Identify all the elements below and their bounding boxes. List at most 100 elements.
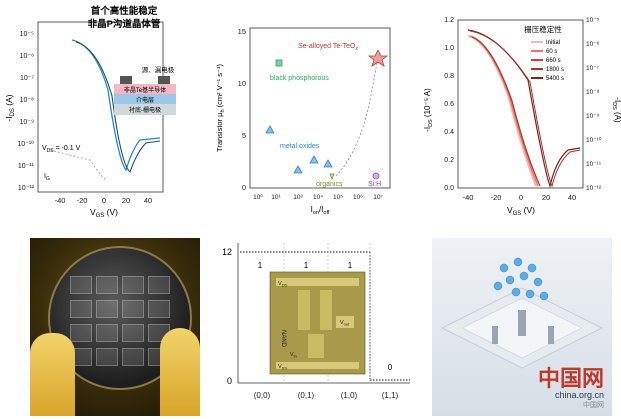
china-org-watermark: 中国网 china.org.cn 中国网 [538,368,604,410]
y-tick: 10⁻¹² [18,185,35,192]
x-tick: 10⁶ [353,194,363,201]
vss-rail [276,362,359,369]
log-curve [467,29,581,189]
atom [533,277,543,287]
output-value: 1 [348,261,353,270]
atom [513,257,523,267]
x-tick: (1,1) [382,391,399,400]
gloved-hand-right [160,328,200,416]
y-left-tick: 0.8 [444,73,454,80]
vdd-label: VDD [278,281,288,288]
y-tick: 10⁻⁶ [20,53,34,60]
atom [505,275,515,285]
y-tick-high: 12 [222,247,232,257]
legend-title: 栅压稳定性 [524,24,562,34]
output-value: 1 [304,261,309,270]
legend-item: 660 s [546,58,561,64]
device-stack-inset: 源、漏电极 非晶Te基半导体 介电层 衬底-栅电极 [114,65,176,115]
y-tick: 0 [242,183,246,192]
black-phosphorus-label: black phosphorous [270,75,329,82]
organics-marker [329,173,335,181]
x-tick: (0,0) [254,391,271,400]
atom [539,291,549,301]
transfer-curve-2 [75,41,161,173]
vin-label: Vin [290,352,297,359]
x-tick: 40 [568,193,576,202]
vdd-rail [276,278,359,286]
te-teox-star-marker [367,49,389,67]
linear-curve [471,36,541,187]
y-axis-label: -IDS (A) [4,94,16,121]
metal-oxides-label: metal oxides [280,143,320,150]
y-right-tick: 10⁻¹⁰ [586,136,602,144]
x-tick: 0 [102,196,106,205]
x-tick: 10³ [293,194,303,201]
y-right-tick: 10⁻⁹ [586,113,600,120]
drain-electrode [158,76,170,84]
panel-nand-logic: 12 0 1 1 1 0 (0,0) (0,1) (1,0) (1,1) [210,238,415,419]
watermark-logo: 中国网 [537,366,604,391]
x-axis-label: Ion/Ioff [311,205,330,216]
y-tick: 10 [238,79,246,88]
title-line2: 非晶P沟道晶体管 [88,18,161,30]
wafer-photo [30,238,200,416]
source-electrode [120,76,132,84]
transfer-log-chart: 首个高性能稳定 非晶P沟道晶体管 10⁻⁵ 10⁻⁶ 10⁻⁷ 10⁻⁸ 10⁻… [4,5,176,219]
y-right-tick: 10⁻¹¹ [586,161,602,168]
chip [148,300,170,318]
x-tick: 10⁰ [253,193,263,201]
chip [96,348,118,366]
chip [148,276,170,294]
y-tick: 10⁻¹⁰ [17,140,34,148]
atom [499,263,509,273]
chip [96,276,118,294]
y-left-tick: 1.0 [444,45,454,52]
transistor-pad [320,290,332,330]
nand-chart: 12 0 1 1 1 0 (0,0) (0,1) (1,0) (1,1) [222,243,410,400]
si-h-label: Si:H [368,181,381,188]
x-tick: -40 [55,196,66,205]
metal-oxide-marker [293,165,303,174]
x-tick: -20 [77,196,88,205]
transistor-pad [298,290,310,330]
x-tick: 0 [519,193,523,202]
stack-label-substrate: 衬底-栅电极 [129,106,161,114]
y-right-tick: 10⁻¹² [586,185,602,192]
y-tick: 10⁻⁷ [20,75,34,82]
atom [519,271,529,281]
legend-item: 1800 s [546,67,564,73]
ig-annotation: IG [44,173,50,182]
gate-current-curve [49,149,107,181]
stack-label-semiconductor: 非晶Te基半导体 [124,86,166,94]
chip [96,324,118,342]
legend-item: Initial [546,40,560,46]
y-left-tick: 0.6 [444,101,454,108]
y-right-tick: 10⁻⁵ [586,17,600,24]
x-tick: (1,0) [341,391,358,400]
chip [70,324,92,342]
y-tick: 10⁻⁹ [20,119,34,126]
y-tick: 10⁻⁸ [20,97,34,104]
x-tick: -20 [491,193,502,202]
output-pad [336,316,354,328]
atom-cluster [493,257,549,301]
chip [122,300,144,318]
legend-item: 5400 s [546,76,564,82]
trend-line [335,54,379,177]
stack-label-electrodes: 源、漏电极 [142,65,175,74]
vss-label: VSS [278,364,287,371]
y-left-tick: 1.2 [444,17,454,24]
te-teox-label: Se-alloyed Te-TeOx [298,43,358,52]
x-tick: 10⁵ [333,194,343,201]
stack-label-dielectric: 介电层 [136,96,154,104]
title-line1: 首个高性能稳定 [91,5,158,17]
substrate-pillars [492,310,554,344]
x-tick: 20 [122,196,130,205]
y-tick-low: 0 [227,376,232,386]
plot-frame [249,27,391,189]
y-left-axis-label: -IDS (10⁻⁵ A) [423,88,434,132]
x-axis-label: VGS (V) [507,205,535,217]
output-value: 0 [388,363,393,372]
watermark-sub: 中国网 [583,402,604,409]
black-phosphorus-marker [275,59,283,67]
